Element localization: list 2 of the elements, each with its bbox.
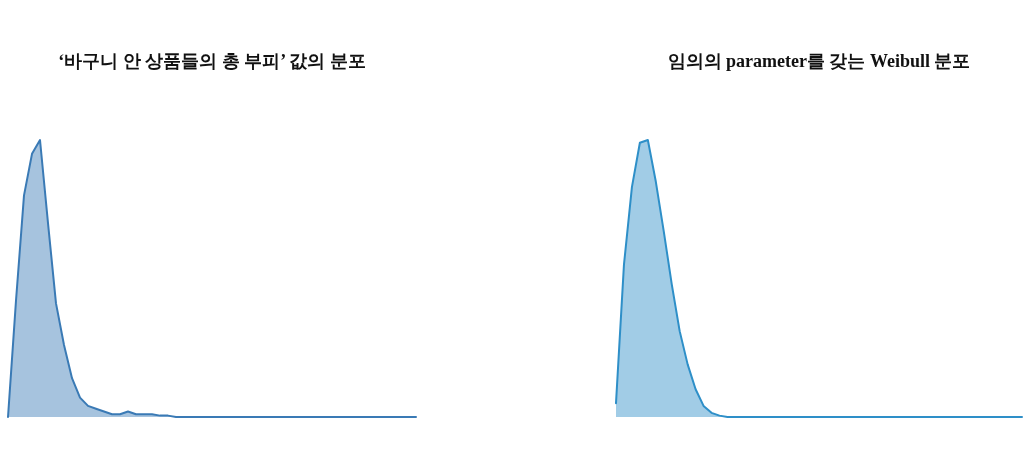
chart-title: 임의의 parameter를 갖는 Weibull 분포	[667, 51, 971, 71]
chart-title: ‘바구니 안 상품들의 총 부피’ 값의 분포	[58, 51, 366, 71]
